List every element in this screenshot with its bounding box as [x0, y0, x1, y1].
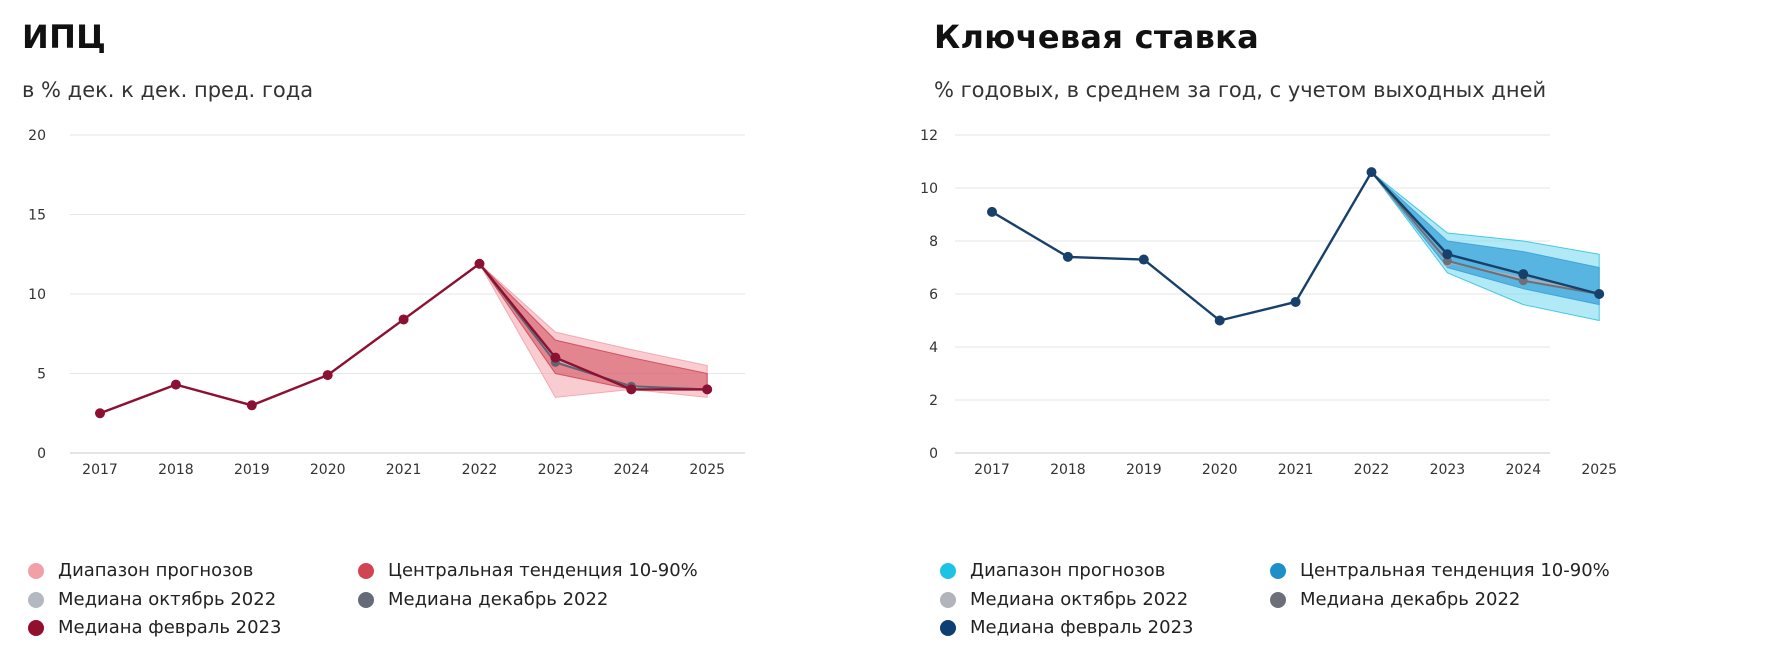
legend-item-median-feb[interactable]: Медиана февраль 2023 — [940, 617, 1193, 638]
x-tick-label: 2019 — [234, 462, 270, 478]
y-tick-label: 0 — [37, 446, 46, 462]
chart-title: Ключевая ставка — [934, 18, 1260, 56]
y-tick-label: 12 — [920, 128, 938, 144]
x-tick-label: 2020 — [1202, 462, 1238, 478]
y-tick-label: 4 — [929, 340, 938, 356]
cpi-chart-panel: ИПЦ в % дек. к дек. пред. года 0 5 10 15 20 2… — [22, 18, 828, 660]
median-feb-2023-point — [626, 384, 637, 395]
legend-swatch-oct — [940, 591, 956, 608]
legend-swatch-oct — [28, 591, 44, 608]
median-feb-2023-point — [398, 314, 409, 325]
x-tick-label: 2024 — [1505, 462, 1541, 478]
x-tick-label: 2018 — [1050, 462, 1086, 478]
legend-swatch-feb — [28, 619, 44, 636]
y-tick-label: 20 — [28, 128, 46, 144]
central-tendency-band — [479, 263, 708, 390]
legend-swatch-range — [28, 562, 44, 579]
x-tick-label: 2022 — [1354, 462, 1390, 478]
legend-label: Медиана февраль 2023 — [58, 617, 282, 638]
legend-label: Центральная тенденция 10-90% — [1300, 560, 1610, 581]
y-tick-label: 6 — [929, 287, 938, 303]
legend-swatch-dec — [1270, 591, 1286, 608]
median-feb-2023-point — [550, 352, 561, 363]
y-tick-label: 5 — [37, 367, 46, 383]
x-tick-label: 2021 — [386, 462, 422, 478]
legend-swatch-central — [358, 562, 374, 579]
median-feb-2023-point — [702, 384, 713, 395]
y-tick-label: 2 — [929, 393, 938, 409]
legend-item-central-tendency[interactable]: Центральная тенденция 10-90% — [358, 560, 698, 581]
x-tick-label: 2021 — [1278, 462, 1314, 478]
legend-label: Медиана октябрь 2022 — [58, 589, 277, 610]
legend-item-median-oct[interactable]: Медиана октябрь 2022 — [940, 589, 1188, 610]
x-tick-label: 2024 — [613, 462, 649, 478]
median-feb-2023-point — [1062, 251, 1073, 262]
legend-swatch-range — [940, 562, 956, 579]
median-feb-2023-point — [474, 258, 485, 269]
legend-label: Диапазон прогнозов — [58, 560, 254, 581]
legend-label: Медиана февраль 2023 — [970, 617, 1194, 638]
median-feb-2023-point — [1518, 269, 1529, 280]
cpi-chart-plot: 0 5 10 15 20 2017 2018 2019 2020 2021 2022 2023 2024… — [28, 128, 745, 478]
legend-item-median-dec[interactable]: Медиана декабрь 2022 — [1270, 589, 1520, 610]
median-feb-2023-point — [1290, 296, 1301, 307]
key-rate-chart-plot: 0 2 4 6 8 10 12 2017 2018 2019 2020 2021 2022 2023 202… — [920, 128, 1617, 478]
y-tick-label: 8 — [929, 234, 938, 250]
median-feb-2023-point — [1442, 249, 1453, 260]
median-dec-2022-line — [1370, 171, 1600, 295]
legend-item-median-oct[interactable]: Медиана октябрь 2022 — [28, 589, 276, 610]
median-feb-2023-point — [95, 408, 105, 419]
legend-label: Центральная тенденция 10-90% — [388, 560, 698, 581]
x-tick-label: 2025 — [689, 462, 725, 478]
median-feb-2023-point — [246, 400, 257, 411]
y-tick-label: 10 — [920, 181, 938, 197]
x-tick-label: 2019 — [1126, 462, 1162, 478]
key-rate-chart-panel: Ключевая ставка % годовых, в среднем за … — [912, 0, 1778, 672]
legend-label: Медиана декабрь 2022 — [388, 589, 609, 610]
cpi-legend: Диапазон прогнозов Центральная тенденция… — [28, 560, 828, 660]
median-feb-2023-point — [987, 206, 997, 217]
x-tick-label: 2023 — [1430, 462, 1466, 478]
legend-item-range[interactable]: Диапазон прогнозов — [940, 560, 1165, 581]
chart-subtitle: % годовых, в среднем за год, с учетом вы… — [934, 78, 1547, 102]
x-tick-label: 2025 — [1581, 462, 1617, 478]
legend-item-central-tendency[interactable]: Центральная тенденция 10-90% — [1270, 560, 1610, 581]
y-tick-label: 15 — [28, 208, 46, 224]
legend-label: Медиана октябрь 2022 — [970, 589, 1189, 610]
chart-title: ИПЦ — [22, 18, 107, 56]
legend-label: Диапазон прогнозов — [970, 560, 1166, 581]
x-tick-label: 2017 — [82, 462, 118, 478]
legend-swatch-dec — [358, 591, 374, 608]
x-tick-label: 2022 — [462, 462, 498, 478]
median-feb-2023-point — [1366, 167, 1377, 178]
x-tick-label: 2023 — [538, 462, 574, 478]
legend-swatch-feb — [940, 619, 956, 636]
y-tick-label: 10 — [28, 287, 46, 303]
median-feb-2023-point — [170, 379, 181, 390]
median-feb-2023-point — [1594, 289, 1605, 299]
legend-swatch-central — [1270, 562, 1286, 579]
median-feb-2023-point — [322, 370, 333, 381]
key-rate-legend: Диапазон прогнозов Центральная тенденция… — [940, 560, 1740, 660]
legend-item-range[interactable]: Диапазон прогнозов — [28, 560, 253, 581]
median-feb-2023-point — [1138, 254, 1149, 265]
legend-item-median-feb[interactable]: Медиана февраль 2023 — [28, 617, 281, 638]
chart-subtitle: в % дек. к дек. пред. года — [22, 78, 314, 102]
x-tick-label: 2020 — [310, 462, 346, 478]
x-tick-label: 2018 — [158, 462, 194, 478]
legend-item-median-dec[interactable]: Медиана декабрь 2022 — [358, 589, 608, 610]
central-tendency-band — [1371, 171, 1600, 306]
y-tick-label: 0 — [929, 446, 938, 462]
x-tick-label: 2017 — [974, 462, 1010, 478]
legend-label: Медиана декабрь 2022 — [1300, 589, 1521, 610]
median-feb-2023-point — [1214, 315, 1225, 326]
